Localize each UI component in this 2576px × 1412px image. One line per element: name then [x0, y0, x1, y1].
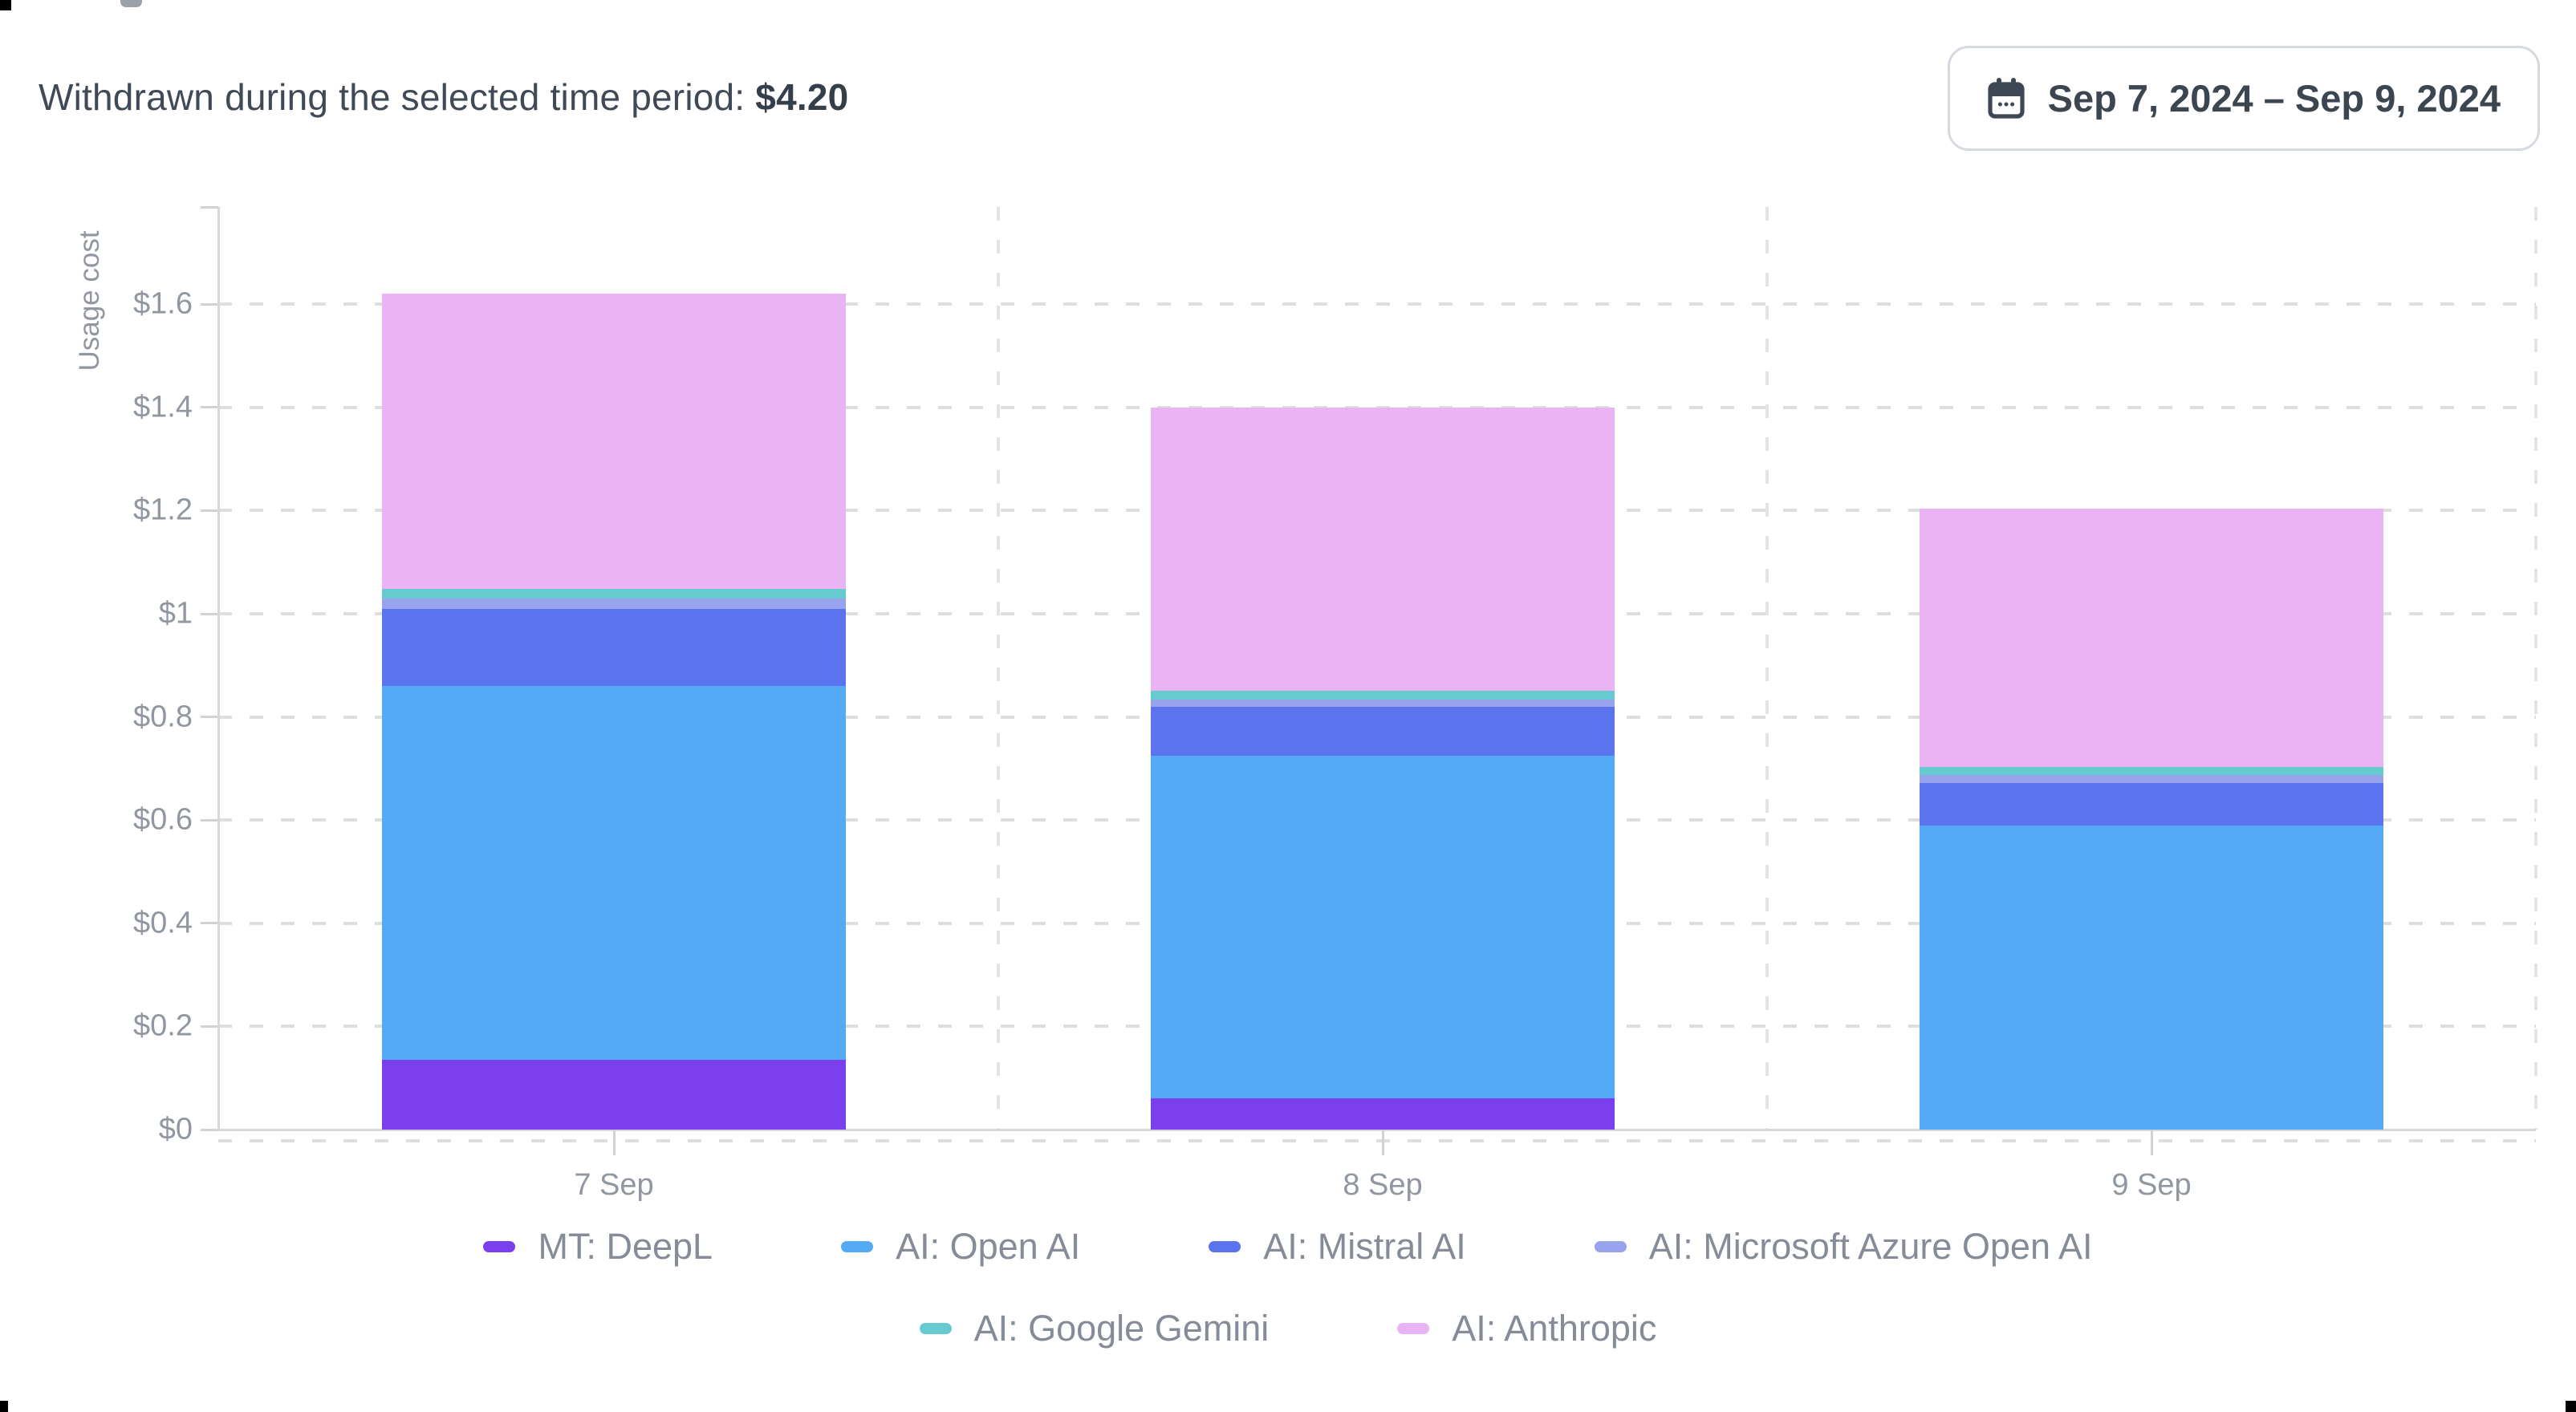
legend-item-ai-google-gemini[interactable]: AI: Google Gemini [919, 1308, 1270, 1349]
legend-label: AI: Anthropic [1452, 1308, 1657, 1349]
legend-color-dash [1209, 1241, 1241, 1252]
y-axis-top-tick [201, 206, 218, 209]
screen-corner-artifact-bottom-left [0, 1401, 8, 1412]
header: Withdrawn during the selected time perio… [0, 0, 2576, 160]
legend-label: AI: Google Gemini [973, 1308, 1270, 1349]
y-tick-label: $1.4 [133, 390, 193, 424]
legend-color-dash [483, 1241, 516, 1252]
legend-row: AI: Google Gemini AI: Anthropic [919, 1308, 1656, 1349]
calendar-icon [1987, 77, 2025, 120]
date-range-text: Sep 7, 2024 – Sep 9, 2024 [2047, 77, 2501, 120]
legend-label: MT: DeepL [538, 1226, 713, 1267]
bar-segment-mt-deepl-8-sep[interactable] [1151, 1098, 1615, 1130]
x-tick-mark [2150, 1130, 2153, 1155]
y-tick-label: $1.6 [133, 286, 193, 321]
legend-label: AI: Mistral AI [1263, 1226, 1466, 1267]
legend-color-dash [1594, 1241, 1627, 1252]
bar-segment-mt-deepl-7-sep[interactable] [382, 1060, 846, 1130]
legend-item-ai-open-ai[interactable]: AI: Open AI [841, 1226, 1080, 1268]
y-tick-mark [201, 406, 218, 409]
bar-segment-ai-google-gemini-8-sep[interactable] [1151, 691, 1615, 700]
legend-item-mt-deepl[interactable]: MT: DeepL [483, 1226, 713, 1268]
x-axis-line [218, 1129, 2536, 1131]
bar-segment-ai-microsoft-azure-open-ai-7-sep[interactable] [382, 598, 846, 609]
y-tick-mark [201, 716, 218, 719]
bar-segment-ai-google-gemini-9-sep[interactable] [1920, 766, 2383, 775]
y-tick-label: $1.2 [133, 493, 193, 527]
bar-segment-ai-google-gemini-7-sep[interactable] [382, 589, 846, 598]
legend-color-dash [841, 1241, 874, 1252]
chart-legend: MT: DeepL AI: Open AI AI: Mistral AI AI: Mi… [0, 1226, 2576, 1349]
legend-item-ai-anthropic[interactable]: AI: Anthropic [1397, 1308, 1656, 1349]
bar-segment-ai-open-ai-8-sep[interactable] [1151, 755, 1615, 1099]
y-tick-mark [201, 1025, 218, 1028]
y-tick-label: $0.2 [133, 1008, 193, 1043]
legend-color-dash [1397, 1323, 1430, 1334]
y-tick-label: $0.8 [133, 700, 193, 734]
y-tick-mark [201, 509, 218, 512]
y-axis-line [217, 207, 220, 1130]
x-tick-mark [1381, 1130, 1384, 1155]
bar-segment-ai-anthropic-9-sep[interactable] [1920, 509, 2383, 767]
v-gridline [997, 207, 1000, 1130]
screen-corner-artifact-top-left [0, 0, 11, 10]
v-gridline [1765, 207, 1769, 1130]
bar-segment-ai-microsoft-azure-open-ai-9-sep[interactable] [1920, 774, 2383, 783]
v-gridline [2534, 207, 2537, 1130]
legend-label: AI: Open AI [896, 1226, 1081, 1267]
bar-segment-ai-mistral-ai-7-sep[interactable] [382, 608, 846, 686]
date-range-picker-button[interactable]: Sep 7, 2024 – Sep 9, 2024 [1947, 46, 2540, 151]
screen-corner-artifact-bottom-right [2566, 1401, 2576, 1412]
x-tick-label: 8 Sep [1343, 1168, 1423, 1202]
bar-segment-ai-mistral-ai-9-sep[interactable] [1920, 782, 2383, 826]
y-tick-label: $0 [158, 1112, 193, 1146]
x-tick-label: 7 Sep [574, 1168, 654, 1202]
legend-item-ai-microsoft-azure-open-ai[interactable]: AI: Microsoft Azure Open AI [1594, 1226, 2093, 1268]
screen-edge-artifact-top [120, 0, 142, 7]
withdrawn-summary-value: $4.20 [755, 76, 849, 118]
legend-row: MT: DeepL AI: Open AI AI: Mistral AI AI: Mi… [483, 1226, 2093, 1268]
y-tick-mark [201, 922, 218, 925]
y-tick-label: $0.4 [133, 906, 193, 940]
h-gridline [218, 302, 2536, 306]
bar-segment-ai-mistral-ai-8-sep[interactable] [1151, 706, 1615, 756]
bar-segment-ai-open-ai-9-sep[interactable] [1920, 825, 2383, 1130]
y-tick-label: $0.6 [133, 802, 193, 837]
bar-segment-ai-open-ai-7-sep[interactable] [382, 686, 846, 1061]
withdrawn-summary-label: Withdrawn during the selected time perio… [39, 76, 746, 118]
bar-segment-ai-microsoft-azure-open-ai-8-sep[interactable] [1151, 700, 1615, 707]
y-tick-mark [201, 1128, 218, 1131]
y-tick-mark [201, 302, 218, 306]
x-tick-label: 9 Sep [2111, 1168, 2192, 1202]
y-tick-mark [201, 612, 218, 615]
bar-segment-ai-anthropic-7-sep[interactable] [382, 294, 846, 590]
legend-color-dash [919, 1323, 952, 1334]
y-tick-mark [201, 818, 218, 822]
y-tick-label: $1 [158, 596, 193, 631]
legend-item-ai-mistral-ai[interactable]: AI: Mistral AI [1209, 1226, 1466, 1268]
x-axis-zero-gridline [218, 1139, 2536, 1142]
x-tick-mark [612, 1130, 616, 1155]
bar-segment-ai-anthropic-8-sep[interactable] [1151, 407, 1615, 692]
withdrawn-summary: Withdrawn during the selected time perio… [39, 75, 848, 119]
legend-label: AI: Microsoft Azure Open AI [1648, 1226, 2093, 1267]
